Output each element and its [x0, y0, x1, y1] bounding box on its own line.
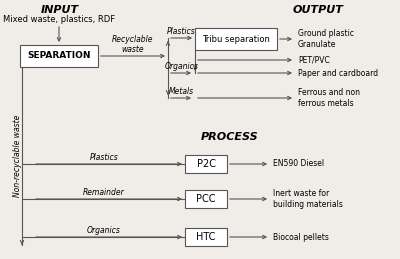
Text: PET/PVC: PET/PVC — [298, 55, 330, 64]
Bar — [185, 155, 227, 173]
Text: OUTPUT: OUTPUT — [292, 5, 344, 15]
Text: Plastics: Plastics — [90, 153, 118, 162]
Text: Recyclable
waste: Recyclable waste — [112, 35, 154, 54]
Text: Paper and cardboard: Paper and cardboard — [298, 68, 378, 77]
Text: Plastics: Plastics — [167, 27, 196, 36]
Bar — [185, 190, 227, 208]
Text: Tribu separation: Tribu separation — [202, 34, 270, 44]
Text: Inert waste for
building materials: Inert waste for building materials — [273, 189, 343, 209]
Text: P2C: P2C — [196, 159, 216, 169]
Text: Mixed waste, plastics, RDF: Mixed waste, plastics, RDF — [3, 16, 115, 25]
Text: PCC: PCC — [196, 194, 216, 204]
Text: PROCESS: PROCESS — [201, 132, 259, 142]
Text: Ferrous and non
ferrous metals: Ferrous and non ferrous metals — [298, 88, 360, 108]
Bar — [20, 45, 98, 67]
Text: EN590 Diesel: EN590 Diesel — [273, 160, 324, 169]
Text: Ground plastic
Granulate: Ground plastic Granulate — [298, 29, 354, 49]
Bar — [195, 28, 277, 50]
Text: Non-recyclable waste: Non-recyclable waste — [14, 115, 22, 197]
Text: Metals: Metals — [169, 87, 194, 96]
Text: HTC: HTC — [196, 232, 216, 242]
Bar — [185, 228, 227, 246]
Text: Organics: Organics — [87, 226, 121, 235]
Text: Biocoal pellets: Biocoal pellets — [273, 233, 329, 241]
Text: Remainder: Remainder — [83, 188, 125, 197]
Text: Organics: Organics — [164, 62, 198, 71]
Text: INPUT: INPUT — [41, 5, 79, 15]
Text: SEPARATION: SEPARATION — [27, 52, 91, 61]
